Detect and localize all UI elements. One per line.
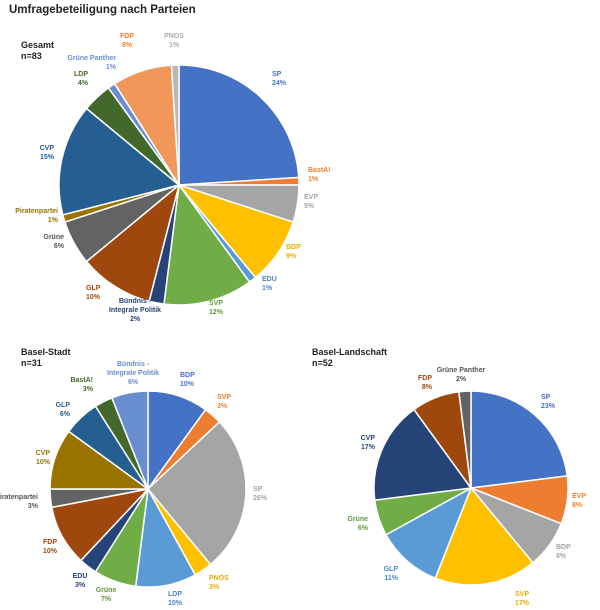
chart-basel-stadt-title: Basel-Stadt n=31 [21,347,71,369]
pie-slice-basel-stadt-12 [111,390,149,490]
chart-gesamt-n: n=83 [21,51,42,61]
data-label-gesamt-3: BDP 9% [286,244,301,260]
data-label-gesamt-5: SVP 12% [209,300,224,316]
data-label-basel-stadt-5: Grüne 7% [96,587,117,603]
chart-gesamt-name: Gesamt [21,40,55,50]
data-label-basel-stadt-4: LDP 10% [168,591,183,607]
pie-slice-basel-landschaft-0 [470,390,568,489]
data-label-basel-stadt-8: Piratenpartei3% [0,494,39,510]
data-label-basel-stadt-1: SVP 3% [217,394,231,410]
data-label-gesamt-8: Grüne 6% [43,234,64,250]
data-label-basel-landschaft-4: GLP 11% [384,566,399,582]
data-label-gesamt-4: EDU 1% [262,276,277,292]
pie-slice-gesamt-7 [85,184,180,302]
data-label-gesamt-14: PNOS 1% [164,33,184,49]
chart-basel-landschaft-name: Basel-Landschaft [312,347,388,357]
data-label-basel-landschaft-5: Grüne 6% [347,516,368,532]
data-label-basel-landschaft-8: Grüne Panther 2% [437,367,486,383]
data-label-basel-landschaft-2: BDP 8% [556,544,571,560]
chart-basel-landschaft-n: n=52 [312,358,333,368]
data-label-basel-landschaft-7: FDP 8% [418,375,433,391]
pie-slice-gesamt-5 [163,184,251,306]
pie-slice-gesamt-10 [58,107,180,216]
chart-gesamt-title: Gesamt n=83 [21,40,54,62]
data-label-basel-stadt-2: SP 26% [253,486,268,502]
data-label-basel-stadt-6: EDU 3% [73,573,88,589]
data-label-gesamt-13: FDP 8% [120,33,134,49]
data-label-basel-landschaft-6: CVP 17% [361,435,376,451]
data-label-basel-landschaft-3: SVP 17% [515,591,530,607]
pie-slice-basel-landschaft-4 [385,487,472,579]
data-label-basel-landschaft-1: EVP 8% [572,493,586,509]
pie-slice-basel-landschaft-6 [373,408,472,501]
pie-slice-gesamt-14 [170,64,180,186]
data-label-gesamt-1: BastA! 1% [308,167,331,183]
data-label-gesamt-10: CVP 15% [40,145,55,161]
data-label-basel-stadt-12: Bündnis -Integrale Politik 6% [107,361,159,386]
chart-basel-landschaft-title: Basel-Landschaft n=52 [312,347,387,369]
pie-slice-gesamt-0 [178,64,300,186]
data-label-basel-stadt-11: BastA! 3% [70,377,93,393]
data-label-gesamt-11: LDP 4% [74,71,89,87]
data-label-gesamt-6: Bündnis -Integrale Politik 2% [109,298,161,323]
data-label-basel-stadt-9: CVP 10% [36,450,51,466]
data-label-gesamt-2: EVP 5% [304,194,318,210]
chart-basel-stadt-name: Basel-Stadt [21,347,71,357]
data-label-gesamt-9: Piratenpartei 1% [15,208,59,224]
data-label-gesamt-7: GLP 10% [86,285,101,301]
pie-slice-basel-landschaft-8 [458,390,472,489]
data-label-gesamt-0: SP 24% [272,71,287,87]
chart-basel-stadt-n: n=31 [21,358,42,368]
data-label-basel-stadt-7: FDP 10% [43,539,58,555]
data-label-gesamt-12: Grüne Panther 1% [67,55,116,71]
pie-slice-basel-landschaft-3 [434,487,534,586]
pie-slice-basel-stadt-2 [147,421,247,566]
page-title: Umfragebeteiligung nach Parteien [9,4,196,16]
data-label-basel-stadt-10: GLP 6% [56,402,71,418]
data-label-basel-stadt-0: BDP 10% [180,372,195,388]
data-label-basel-stadt-3: PNOS 3% [209,575,229,591]
data-label-basel-landschaft-0: SP 23% [541,394,556,410]
